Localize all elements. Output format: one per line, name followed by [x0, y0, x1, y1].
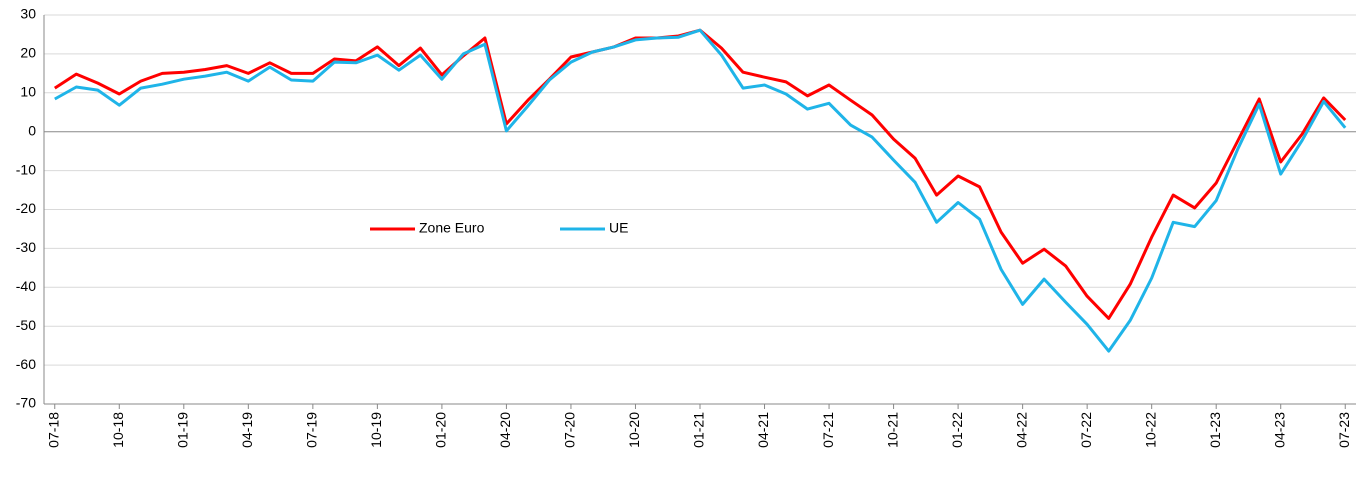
- y-tick-label: 10: [20, 84, 36, 100]
- y-tick-label: 0: [28, 122, 36, 138]
- x-tick-label: 07-23: [1336, 412, 1352, 448]
- series-line: [54, 28, 1347, 353]
- x-tick-label: 01-19: [175, 412, 191, 448]
- x-tick-label: 10-20: [626, 412, 642, 448]
- y-tick-label: 20: [20, 45, 36, 61]
- x-tick-label: 10-18: [110, 412, 126, 448]
- x-tick-label: 07-19: [304, 412, 320, 448]
- x-tick-label: 01-23: [1207, 412, 1223, 448]
- x-tick-label: 04-23: [1271, 412, 1287, 448]
- x-tick-label: 07-21: [820, 412, 836, 448]
- x-tick-label: 01-21: [691, 412, 707, 448]
- x-tick-label: 10-19: [368, 412, 384, 448]
- x-tick-label: 04-20: [497, 412, 513, 448]
- x-tick-label: 10-21: [884, 412, 900, 448]
- y-tick-label: -40: [16, 278, 36, 294]
- x-tick-label: 04-22: [1013, 412, 1029, 448]
- x-tick-label: 01-22: [949, 412, 965, 448]
- x-tick-label: 04-21: [755, 412, 771, 448]
- y-tick-label: -50: [16, 317, 36, 333]
- legend-label: Zone Euro: [419, 220, 485, 236]
- y-tick-label: -30: [16, 239, 36, 255]
- y-tick-label: -20: [16, 200, 36, 216]
- legend-label: UE: [609, 220, 628, 236]
- y-tick-label: 30: [20, 6, 36, 22]
- y-tick-label: -10: [16, 161, 36, 177]
- x-tick-label: 07-20: [562, 412, 578, 448]
- x-tick-label: 07-18: [45, 412, 61, 448]
- x-tick-label: 10-22: [1142, 412, 1158, 448]
- x-tick-label: 07-22: [1078, 412, 1094, 448]
- y-tick-label: -70: [16, 395, 36, 411]
- y-tick-label: -60: [16, 356, 36, 372]
- x-tick-label: 04-19: [239, 412, 255, 448]
- x-tick-label: 01-20: [433, 412, 449, 448]
